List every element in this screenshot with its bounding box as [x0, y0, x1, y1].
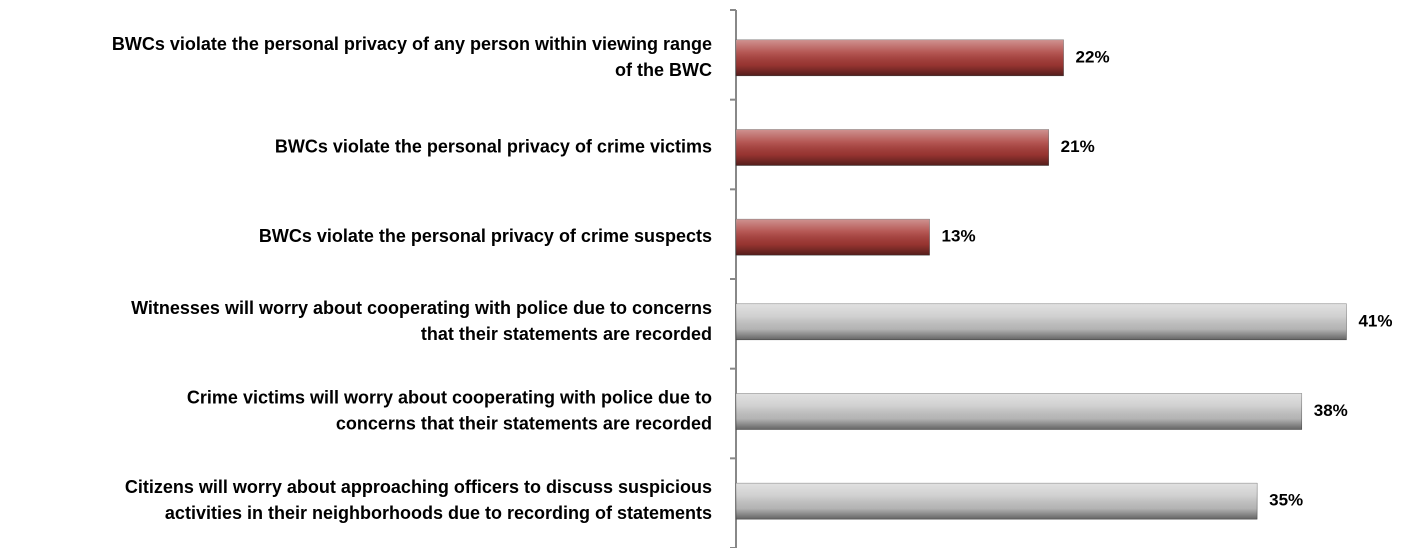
value-label: 22% [1076, 47, 1110, 66]
bar-group [735, 39, 1064, 77]
category-line: BWCs violate the personal privacy of any… [112, 34, 712, 54]
bar-shade [736, 219, 930, 256]
category-label: Crime victims will worry about cooperati… [187, 387, 712, 433]
bar-group [735, 218, 930, 256]
category-line: Witnesses will worry about cooperating w… [131, 298, 712, 318]
category-line: Citizens will worry about approaching of… [125, 477, 712, 497]
value-label: 13% [942, 227, 976, 246]
category-label: BWCs violate the personal privacy of cri… [259, 226, 712, 246]
value-label: 38% [1314, 401, 1348, 420]
category-line: that their statements are recorded [421, 324, 712, 344]
bar-group [735, 303, 1347, 341]
category-label: Citizens will worry about approaching of… [125, 477, 712, 523]
category-line: of the BWC [615, 60, 712, 80]
value-label: 35% [1269, 491, 1303, 510]
value-label: 41% [1358, 311, 1392, 330]
value-label: 21% [1061, 137, 1095, 156]
bar-shade [736, 129, 1049, 166]
bar-shade [736, 39, 1064, 76]
bar-group [735, 129, 1049, 166]
bar-shade [736, 303, 1347, 340]
bar-shade [736, 393, 1302, 430]
category-label: Witnesses will worry about cooperating w… [131, 298, 712, 344]
bar-group [735, 393, 1303, 430]
bar-group [735, 482, 1258, 520]
category-line: Crime victims will worry about cooperati… [187, 387, 712, 407]
category-label: BWCs violate the personal privacy of cri… [275, 136, 712, 156]
category-line: activities in their neighborhoods due to… [165, 503, 712, 523]
bar-shade [736, 483, 1258, 520]
category-line: concerns that their statements are recor… [336, 413, 712, 433]
category-label: BWCs violate the personal privacy of any… [112, 34, 712, 80]
